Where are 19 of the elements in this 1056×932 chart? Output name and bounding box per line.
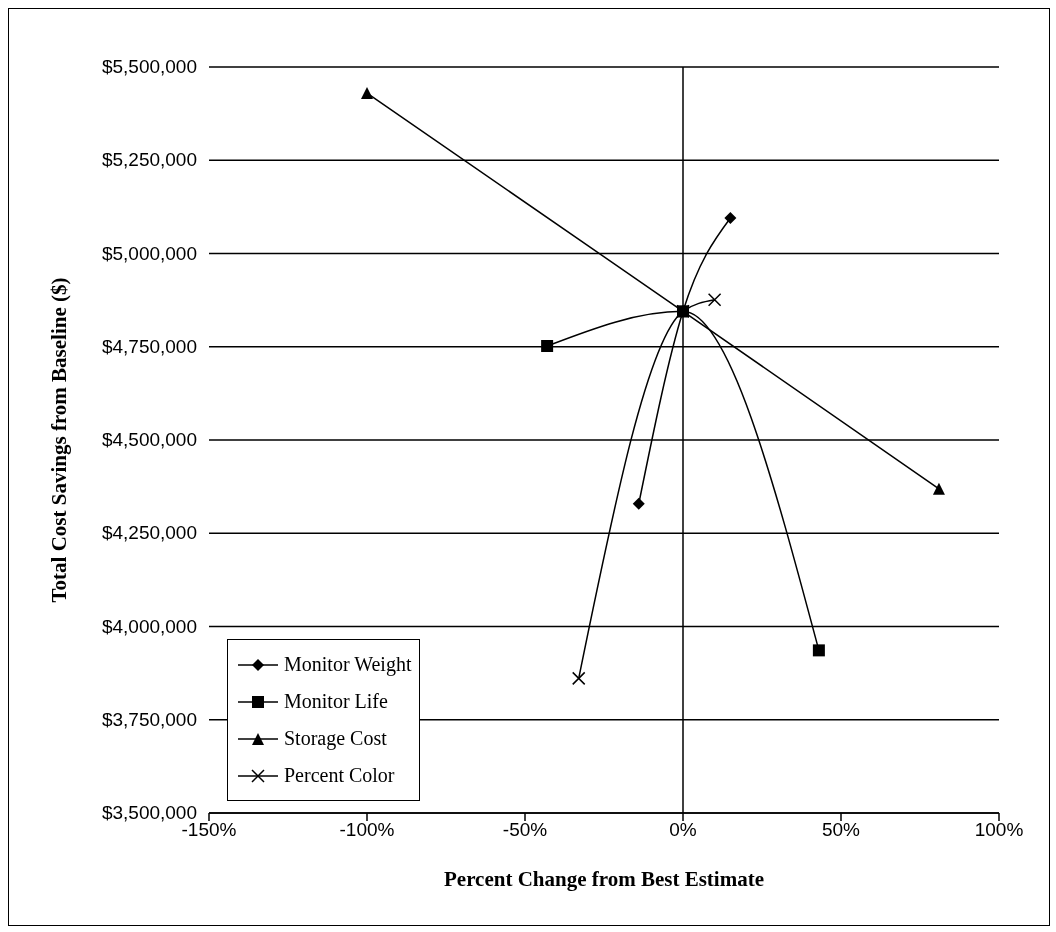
- y-tick-label: $4,750,000: [101, 335, 197, 357]
- y-tick-label: $4,000,000: [101, 615, 197, 637]
- y-tick-label: $3,750,000: [101, 708, 197, 730]
- y-tick-label: $5,000,000: [101, 242, 197, 264]
- y-tick-label: $5,500,000: [101, 56, 197, 77]
- x-tick-label: -50%: [502, 819, 548, 841]
- x-tick-label: 50%: [821, 819, 861, 841]
- y-tick-label: $5,250,000: [101, 149, 197, 171]
- legend-label: Monitor Life: [284, 690, 388, 713]
- x-axis-title: Percent Change from Best Estimate: [443, 867, 765, 892]
- x-tick-label: 100%: [974, 819, 1024, 841]
- x-tick-label: -100%: [339, 819, 395, 841]
- x-tick-label: 0%: [669, 819, 697, 841]
- y-tick-label: $4,250,000: [101, 522, 197, 544]
- legend-label: Monitor Weight: [284, 653, 412, 676]
- legend-label: Percent Color: [284, 764, 395, 787]
- y-tick-label: $4,500,000: [101, 429, 197, 450]
- legend-label: Storage Cost: [284, 727, 387, 750]
- y-axis-title: Total Cost Savings from Baseline ($): [46, 277, 72, 603]
